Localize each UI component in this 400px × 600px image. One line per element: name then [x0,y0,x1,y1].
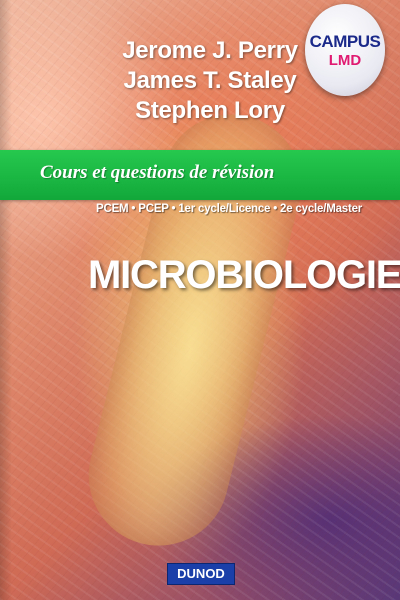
badge-line-campus: CAMPUS [309,32,381,51]
publisher-logo: DUNOD [167,563,235,585]
series-name: Cours et questions de révision [40,162,275,183]
book-title: MICROBIOLOGIE [88,253,400,297]
author-name: James T. Staley [123,67,297,94]
study-levels: PCEM • PCEP • 1er cycle/Licence • 2e cyc… [96,203,363,215]
badge-line-lmd: LMD [328,52,362,69]
author-name: Stephen Lory [135,97,285,124]
campus-lmd-badge: CAMPUS LMD [305,4,385,96]
spine-shadow [0,0,12,600]
author-name: Jerome J. Perry [122,37,298,64]
author-list: Jerome J. Perry James T. Staley Stephen … [110,36,310,126]
series-band: Cours et questions de révision [0,150,400,200]
